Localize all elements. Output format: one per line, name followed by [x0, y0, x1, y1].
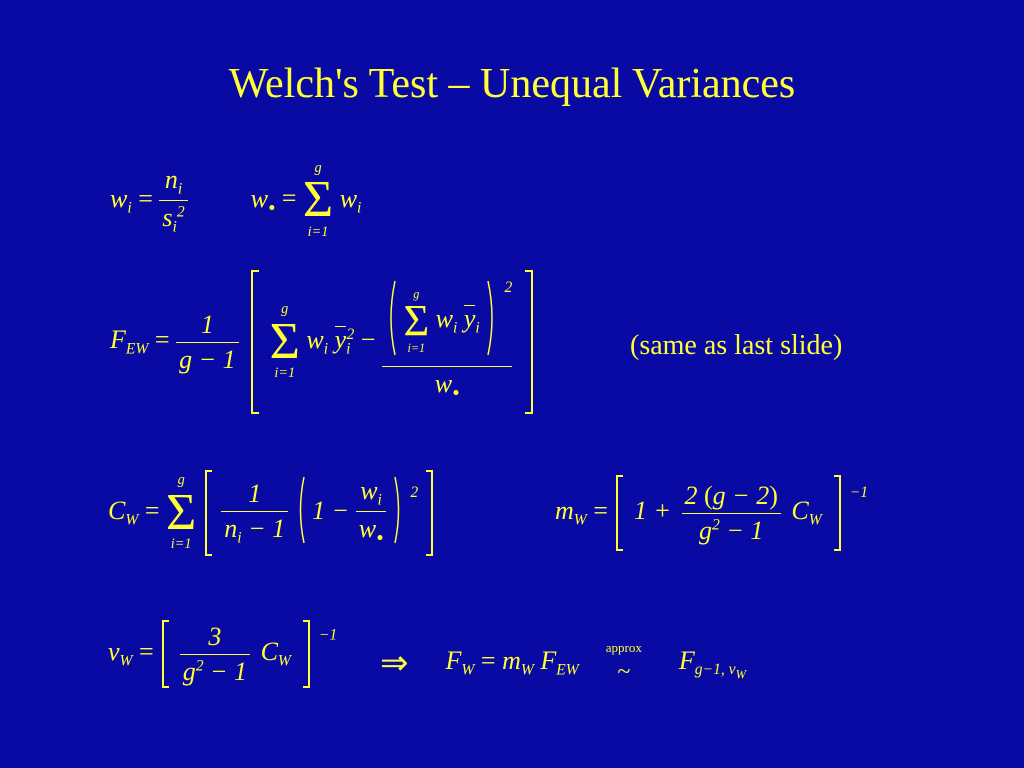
FEW-inner-frac: g Σ i=1 wi yi 2 w•: [382, 279, 512, 405]
same-as-last-slide-note: (same as last slide): [630, 330, 842, 362]
wdot-lhs: w•: [251, 184, 276, 213]
FEW-lhs: FEW: [110, 325, 148, 354]
slide-title: Welch's Test – Unequal Variances: [0, 60, 1024, 108]
formula-wi-wdot: wi = ni si2 w• = g Σ i=1 wi: [110, 160, 361, 241]
formula-mW: mW = 1 + 2 (g − 2) g2 − 1 CW −1: [555, 475, 868, 551]
formula-final: ⇒ FW = mW FEW approx ~ Fg−1, νW: [380, 640, 746, 686]
FEW-term1: wi yi2: [306, 325, 360, 354]
wdot-sum: g Σ i=1: [303, 160, 333, 241]
wi-fraction: ni si2: [159, 165, 187, 237]
implies-icon: ⇒: [380, 645, 409, 682]
formula-FEW: FEW = 1 g − 1 g Σ i=1 wi yi2 − g Σ: [110, 270, 535, 414]
formula-nuW: νW = 3 g2 − 1 CW −1: [108, 620, 337, 688]
wi-lhs: wi: [110, 184, 132, 213]
approx-symbol: approx ~: [606, 640, 642, 686]
formula-CW: CW = g Σ i=1 1 ni − 1 1 − wi w• 2: [108, 470, 435, 556]
